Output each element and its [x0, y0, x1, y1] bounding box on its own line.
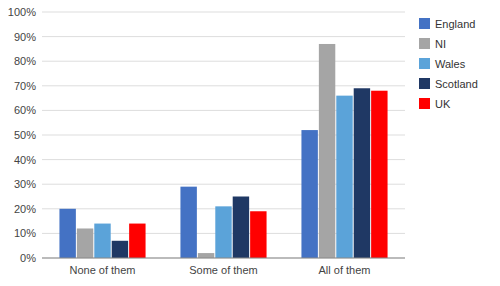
bar	[129, 224, 145, 258]
legend-swatch	[419, 18, 430, 29]
legend-label: England	[435, 18, 475, 30]
x-tick-label: None of them	[69, 264, 135, 276]
series	[129, 91, 387, 258]
x-tick-label: Some of them	[189, 264, 257, 276]
legend-swatch	[419, 38, 430, 49]
grid	[42, 12, 405, 258]
bar	[77, 228, 93, 258]
x-axis-line	[42, 258, 405, 259]
legend-label: Wales	[435, 58, 466, 70]
legend-label: NI	[435, 38, 446, 50]
bar	[301, 130, 317, 258]
bar	[371, 91, 387, 258]
y-tick-label: 70%	[14, 80, 36, 92]
x-tick-label: All of them	[319, 264, 371, 276]
y-tick-label: 90%	[14, 31, 36, 43]
bars	[59, 44, 387, 258]
legend-label: Scotland	[435, 78, 478, 90]
series	[77, 44, 335, 258]
bar	[319, 44, 335, 258]
y-tick-label: 80%	[14, 55, 36, 67]
legend-swatch	[419, 98, 430, 109]
y-tick-label: 10%	[14, 227, 36, 239]
bar	[250, 211, 266, 258]
bar	[215, 206, 231, 258]
bar	[198, 253, 214, 258]
y-tick-label: 50%	[14, 129, 36, 141]
legend: England NI Wales Scotland UK	[419, 18, 478, 110]
y-tick-label: 0%	[20, 252, 36, 264]
bar	[336, 96, 352, 258]
y-tick-label: 20%	[14, 203, 36, 215]
legend-swatch	[419, 78, 430, 89]
series	[94, 96, 352, 258]
y-tick-label: 30%	[14, 178, 36, 190]
bar	[180, 187, 196, 258]
legend-swatch	[419, 58, 430, 69]
grid-line	[42, 258, 405, 259]
y-tick-label: 60%	[14, 104, 36, 116]
y-tick-label: 100%	[8, 6, 36, 18]
grid-line	[42, 61, 405, 62]
chart: 0% 10% 20% 30% 40% 50% 60% 70% 80% 90% 100% None of…	[0, 0, 500, 286]
y-tick-label: 40%	[14, 154, 36, 166]
bar	[233, 197, 249, 259]
bar	[94, 224, 110, 258]
series	[59, 130, 317, 258]
grid-line	[42, 12, 405, 13]
series	[112, 88, 370, 258]
grid-line	[42, 36, 405, 37]
bar	[59, 209, 75, 258]
legend-label: UK	[435, 98, 451, 110]
bar	[354, 88, 370, 258]
grid-line	[42, 85, 405, 86]
bar	[112, 241, 128, 258]
